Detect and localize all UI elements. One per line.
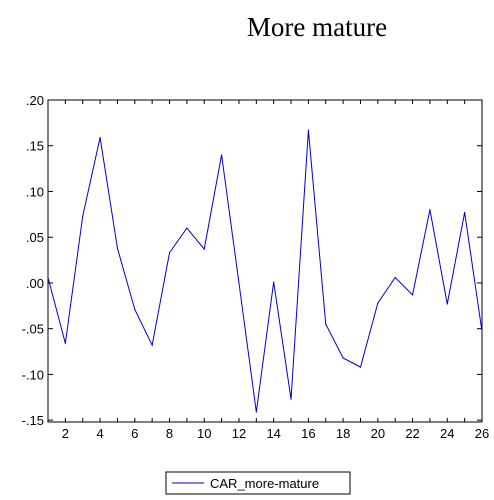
chart-title: More mature: [246, 12, 388, 42]
legend-box: [165, 471, 351, 495]
data-point: [168, 252, 171, 254]
data-point: [411, 294, 414, 296]
x-tick-label: 18: [336, 426, 350, 441]
y-tick-label: .10: [26, 184, 44, 199]
plot-frame: [47, 99, 483, 423]
x-tick-label: 8: [166, 426, 173, 441]
data-point: [151, 344, 153, 346]
data-point: [186, 227, 188, 229]
x-tick-label: 16: [301, 426, 315, 441]
data-point: [116, 247, 119, 249]
data-point: [325, 323, 327, 325]
data-point: [273, 281, 275, 283]
y-tick-label: -.15: [22, 413, 44, 428]
y-tick-label: .00: [26, 276, 44, 291]
y-tick-label: -.05: [22, 322, 44, 337]
y-tick-label: .15: [26, 139, 44, 154]
y-axis: .20 .15 .10 .05 .00 -.05 -.10 -.15: [22, 93, 482, 428]
series-line-car-more-mature: [47, 130, 483, 413]
data-point: [481, 330, 483, 333]
legend-label: CAR_more-mature: [210, 476, 319, 491]
x-tick-label: 2: [62, 426, 69, 441]
data-point: [377, 302, 379, 304]
data-point: [47, 276, 49, 279]
x-tick-label: 24: [440, 426, 454, 441]
data-point: [255, 411, 257, 413]
y-tick-label: -.10: [22, 367, 44, 382]
x-tick-label: 14: [266, 426, 280, 441]
y-tick-label: .20: [26, 93, 44, 108]
x-tick-label: 20: [371, 426, 385, 441]
x-tick-label: 4: [96, 426, 103, 441]
x-axis: 2 4 6 8 10 12 14 16 18 20 22 24 26: [47, 100, 489, 441]
x-tick-label: 26: [475, 426, 489, 441]
data-point: [221, 154, 223, 156]
data-point: [429, 209, 431, 211]
data-point: [394, 276, 396, 279]
data-point: [64, 342, 66, 344]
x-tick-label: 6: [131, 426, 138, 441]
x-tick-label: 22: [405, 426, 419, 441]
data-point: [342, 357, 344, 359]
data-point: [134, 308, 136, 311]
data-point: [290, 398, 292, 400]
legend: CAR_more-mature: [165, 471, 351, 495]
data-point: [464, 211, 466, 214]
data-point: [238, 282, 240, 284]
data-point: [307, 129, 309, 131]
x-tick-label: 12: [232, 426, 246, 441]
data-point: [82, 215, 84, 217]
data-point: [359, 366, 362, 368]
x-tick-label: 10: [197, 426, 211, 441]
y-tick-label: .05: [26, 230, 44, 245]
data-point: [99, 136, 101, 139]
data-point: [203, 248, 205, 250]
data-point: [446, 303, 448, 305]
